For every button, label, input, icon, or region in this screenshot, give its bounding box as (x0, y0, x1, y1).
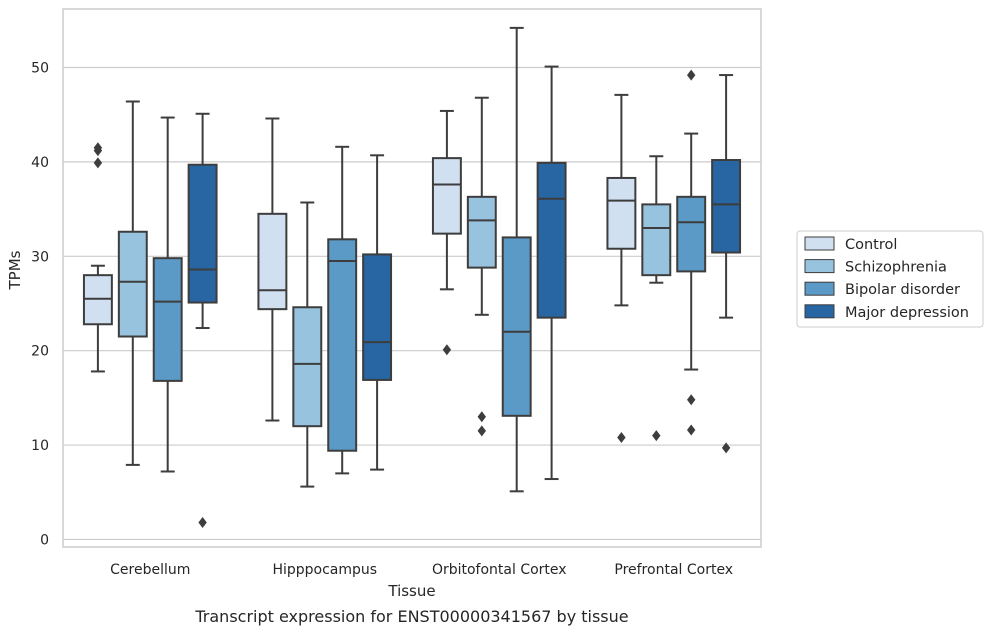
y-tick-labels: 0 10 20 30 40 50 (31, 61, 49, 549)
boxes-layer (82, 26, 742, 528)
legend-swatch (804, 236, 835, 251)
box (606, 176, 637, 250)
box-group (117, 100, 148, 466)
box-group (431, 109, 462, 356)
outlier-point (652, 430, 661, 442)
y-tick-label: 10 (31, 438, 49, 454)
outlier-point (617, 432, 626, 444)
outlier-point (442, 344, 452, 356)
box (711, 159, 742, 254)
box-group (327, 145, 358, 475)
x-tick-label: Prefrontal Cortex (614, 562, 733, 578)
y-tick-label: 30 (31, 249, 49, 265)
x-tick-label: Orbitofontal Cortex (432, 562, 567, 578)
outlier-point (93, 142, 103, 154)
box (641, 203, 672, 277)
box (152, 257, 183, 382)
x-axis-label: Tissue (387, 582, 435, 600)
box-group (711, 74, 742, 454)
legend-label: Control (845, 237, 897, 253)
box (292, 306, 323, 428)
x-tick-labels: Cerebellum Hipppocampus Orbitofontal Corte… (110, 562, 733, 578)
plot-frame (62, 8, 762, 548)
legend-swatch (804, 281, 835, 296)
legend-label: Bipolar disorder (845, 282, 960, 298)
box-group (292, 201, 323, 488)
y-tick-label: 40 (31, 155, 49, 171)
box (362, 253, 393, 381)
legend-swatch (804, 259, 835, 274)
y-tick-label: 50 (31, 61, 49, 77)
x-tick-label: Hipppocampus (272, 562, 377, 578)
outlier-point (687, 424, 696, 436)
box-group (676, 69, 707, 436)
box (466, 195, 497, 269)
y-axis-label: TPMs (6, 250, 24, 290)
box (117, 230, 148, 338)
chart-caption: Transcript expression for ENST0000034156… (194, 607, 628, 626)
box (501, 236, 532, 417)
box-group (536, 65, 567, 481)
box (187, 163, 218, 304)
box-group (362, 154, 393, 471)
x-tick-label: Cerebellum (110, 562, 190, 578)
box-group (501, 26, 532, 493)
outlier-point (477, 411, 486, 423)
outlier-point (687, 394, 696, 406)
box-group (82, 142, 113, 373)
box (327, 238, 358, 452)
legend-label: Major depression (845, 305, 969, 321)
legend-swatch (804, 304, 835, 319)
legend-label: Schizophrenia (845, 260, 947, 276)
box-group (641, 155, 672, 442)
outlier-point (198, 516, 207, 528)
outlier-point (721, 442, 731, 454)
outlier-point (687, 69, 696, 81)
box (257, 212, 288, 311)
box (536, 161, 567, 319)
box-group (152, 116, 183, 473)
box-group (466, 96, 497, 437)
box (431, 157, 462, 235)
legend: Control Schizophrenia Bipolar disorder Majo… (796, 230, 984, 328)
box (676, 195, 707, 273)
box-group (257, 117, 288, 422)
outlier-point (93, 157, 103, 169)
y-tick-label: 0 (40, 532, 49, 548)
box-group (606, 93, 637, 444)
legend-frame (796, 230, 984, 328)
outlier-point (477, 425, 486, 437)
box-group (187, 112, 218, 528)
y-tick-label: 20 (31, 344, 49, 360)
